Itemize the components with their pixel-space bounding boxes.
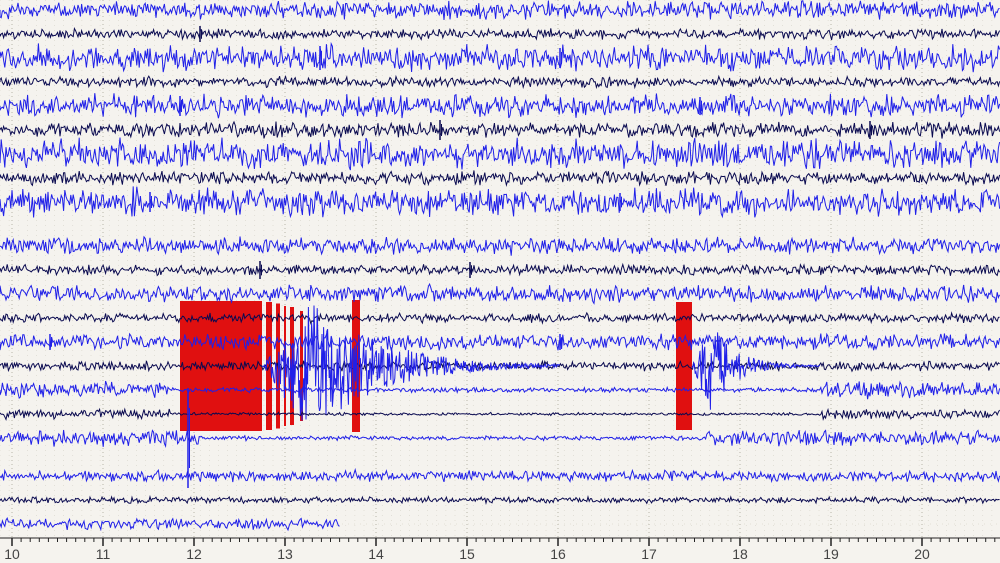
time-tick-label: 18 <box>732 546 748 562</box>
time-tick-label: 14 <box>368 546 384 562</box>
time-tick-label: 15 <box>459 546 475 562</box>
time-tick-label: 13 <box>277 546 293 562</box>
time-tick-label: 10 <box>4 546 20 562</box>
time-tick-label: 11 <box>96 546 111 562</box>
time-tick-label: 17 <box>641 546 657 562</box>
time-tick-label: 19 <box>823 546 839 562</box>
seismograph-chart: 10 11 12 13 14 15 16 17 18 19 20 <box>0 0 1000 563</box>
time-tick-label: 20 <box>914 546 930 562</box>
seismograph-canvas <box>0 0 1000 563</box>
time-tick-label: 12 <box>186 546 202 562</box>
time-tick-label: 16 <box>550 546 566 562</box>
